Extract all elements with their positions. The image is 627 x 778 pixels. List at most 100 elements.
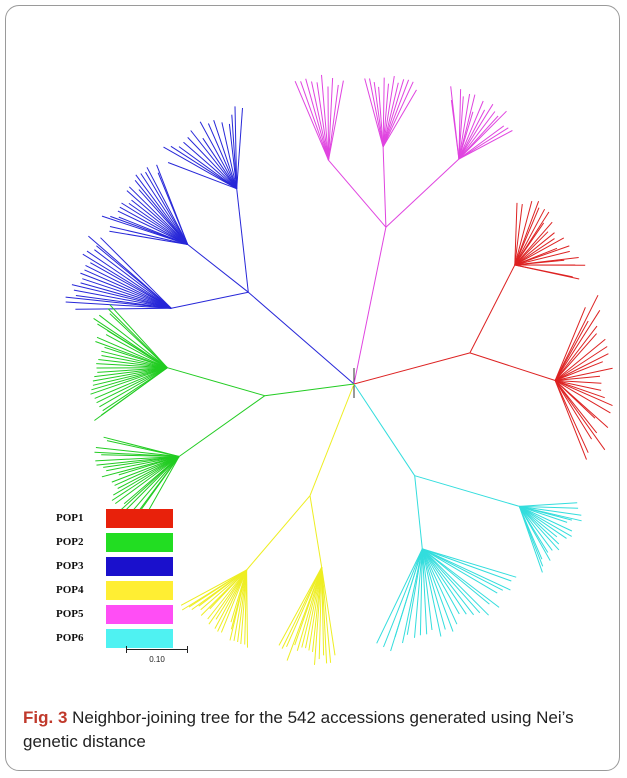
leaf-branch — [554, 333, 597, 381]
leaf-branch — [305, 78, 329, 161]
leaf-branch — [514, 245, 570, 266]
leaf-branch — [106, 456, 180, 472]
leaf-branch — [228, 123, 238, 189]
leaf-branch — [156, 164, 189, 245]
leaf-branch — [514, 257, 579, 266]
leaf-branch — [421, 548, 433, 631]
leaf-branch — [554, 325, 598, 381]
leaf-branch — [207, 569, 247, 620]
leaf-branch — [94, 367, 168, 378]
leaf-branch — [519, 505, 582, 516]
legend-label: POP1 — [56, 512, 84, 524]
clade-branch — [385, 158, 460, 228]
scale-bar-line — [126, 649, 188, 650]
leaf-branch — [321, 567, 336, 656]
leaf-branch — [555, 367, 613, 381]
leaf-branch — [421, 548, 446, 630]
leaf-branch — [191, 569, 247, 611]
scale-bar: 0.10 — [126, 646, 188, 676]
leaf-branch — [554, 380, 593, 440]
leaf-branch — [554, 310, 601, 381]
clade-trunk-pop5 — [353, 227, 387, 385]
leaf-branch — [514, 221, 553, 266]
legend-swatch — [106, 556, 173, 576]
leaf-branch — [458, 109, 486, 160]
leaf-branch — [233, 569, 248, 641]
leaf-branch — [555, 361, 603, 381]
leaf-branch — [113, 456, 180, 496]
leaf-branch — [187, 137, 238, 190]
leaf-branch — [519, 506, 558, 538]
leaf-branch — [213, 120, 238, 189]
leaf-branch — [554, 380, 606, 451]
leaf-branch — [75, 295, 172, 309]
leaf-branch — [421, 548, 500, 608]
leaf-branch — [96, 336, 168, 369]
leaf-branch — [294, 81, 329, 161]
leaf-branch — [97, 367, 168, 373]
leaf-branch — [458, 111, 496, 160]
leaf-branch — [555, 380, 605, 399]
leaf-branch — [215, 569, 248, 620]
clade-branch — [178, 395, 266, 457]
leaf-branch — [382, 81, 414, 148]
leaf-branch — [554, 380, 598, 434]
leaf-branch — [514, 264, 580, 280]
leaf-branch — [554, 320, 589, 381]
leaf-branch — [421, 548, 458, 625]
leaf-branch — [217, 569, 248, 632]
leaf-branch — [514, 200, 533, 266]
leaf-branch — [220, 569, 248, 633]
leaf-branch — [221, 122, 238, 189]
tree-canvas — [65, 74, 613, 665]
leaf-branch — [109, 304, 168, 369]
leaf-branch — [96, 456, 180, 466]
leaf-branch — [278, 567, 323, 646]
leaf-branch — [136, 456, 180, 516]
leaf-branch — [519, 505, 567, 539]
clade-trunk-pop4 — [309, 383, 355, 496]
leaf-branch — [301, 567, 323, 648]
leaf-branch — [421, 548, 474, 616]
clade-branch — [171, 291, 249, 309]
leaf-branch — [96, 363, 168, 369]
leaf-branch — [376, 548, 423, 644]
leaf-branch — [117, 210, 188, 245]
phylogenetic-tree — [22, 26, 617, 698]
leaf-branch — [519, 505, 568, 523]
clade-branch — [246, 495, 311, 571]
leaf-branch — [103, 436, 180, 457]
leaf-branch — [82, 253, 172, 309]
leaf-branch — [414, 548, 423, 638]
leaf-branch — [458, 127, 509, 160]
leaf-branch — [178, 146, 237, 190]
leaf-branch — [101, 350, 168, 369]
legend-swatch — [106, 532, 173, 552]
leaf-branch — [123, 456, 180, 505]
clade-branch — [328, 159, 387, 228]
leaf-branch — [519, 505, 573, 521]
leaf-branch — [146, 167, 189, 245]
leaf-branch — [314, 567, 323, 665]
leaf-branch — [231, 114, 238, 189]
leaf-branch — [311, 81, 329, 161]
leaf-branch — [240, 569, 248, 645]
leaf-branch — [181, 569, 247, 611]
leaf-branch — [519, 505, 579, 509]
leaf-branch — [422, 548, 511, 591]
legend-swatch — [106, 580, 173, 600]
legend-label: POP6 — [56, 632, 84, 644]
leaf-branch — [190, 130, 238, 190]
clade-branch — [382, 146, 387, 228]
leaf-branch — [75, 307, 172, 310]
leaf-branch — [90, 367, 168, 395]
leaf-branch — [128, 456, 180, 516]
leaf-branch — [458, 110, 507, 160]
leaf-branch — [105, 334, 168, 369]
leaf-branch — [84, 269, 172, 309]
leaf-branch — [514, 238, 555, 266]
leaf-branch — [117, 456, 180, 489]
leaf-branch — [140, 173, 189, 245]
leaf-branch — [111, 456, 180, 483]
legend-item-pop1: POP1 — [56, 506, 173, 530]
